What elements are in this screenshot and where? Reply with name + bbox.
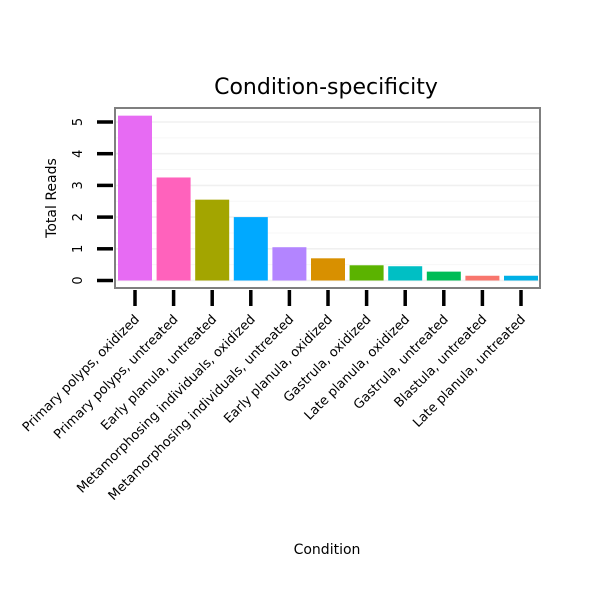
- y-tick-label: 4: [71, 150, 86, 158]
- x-axis-label: Condition: [294, 542, 361, 558]
- bar-8: [388, 266, 422, 280]
- y-tick-label: 5: [71, 118, 86, 126]
- y-axis-label: Total Reads: [44, 158, 60, 239]
- bar-7: [350, 265, 384, 280]
- bar-6: [311, 258, 345, 280]
- bar-2: [157, 177, 191, 280]
- bar-11: [504, 276, 538, 281]
- bar-10: [465, 276, 499, 281]
- x-tick-label: Metamorphosing individuals, oxidized: [74, 312, 258, 496]
- y-tick-label: 0: [71, 276, 86, 284]
- y-axis: 0 1 2 3 4 5: [71, 118, 113, 285]
- bar-5: [272, 247, 306, 280]
- chart-title: Condition-specificity: [214, 75, 438, 100]
- y-tick-label: 3: [71, 181, 86, 189]
- bar-9: [427, 272, 461, 281]
- y-tick-label: 2: [71, 213, 86, 221]
- bar-3: [195, 200, 229, 281]
- bar-chart: 0 1 2 3 4 5 Primary polyps, oxidizedPrimary p…: [0, 0, 600, 600]
- y-tick-label: 1: [71, 245, 86, 253]
- bar-1: [118, 116, 152, 281]
- bar-4: [234, 217, 268, 280]
